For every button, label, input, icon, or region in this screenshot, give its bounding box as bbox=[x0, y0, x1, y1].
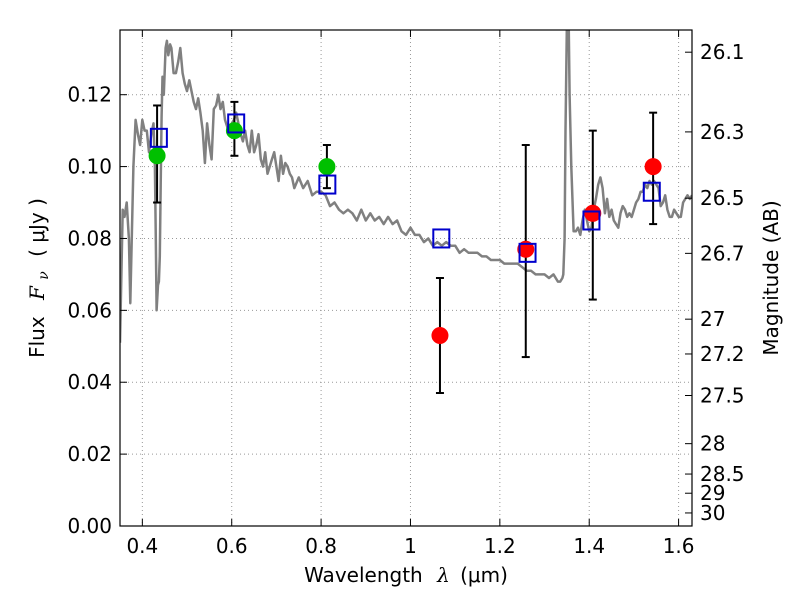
magnitude-tick-label: 26.7 bbox=[700, 241, 745, 265]
model-squares bbox=[149, 113, 661, 263]
y-tick-label: 0.00 bbox=[67, 514, 112, 538]
plot-background bbox=[120, 30, 692, 526]
y-tick-label: 0.08 bbox=[67, 226, 112, 250]
model-square bbox=[582, 210, 601, 231]
plot-frame bbox=[119, 29, 693, 527]
template-spectrum-line bbox=[120, 30, 692, 343]
x-tick-label: 0.4 bbox=[126, 534, 158, 558]
green-data-point bbox=[148, 147, 166, 165]
magnitude-tick-label: 30 bbox=[700, 501, 725, 525]
magnitude-tick-label: 26.1 bbox=[700, 40, 745, 64]
magnitude-tick-label: 29 bbox=[700, 481, 725, 505]
y-tick-label: 0.02 bbox=[67, 442, 112, 466]
y-tick-label: 0.10 bbox=[67, 155, 112, 179]
green-data-point bbox=[225, 122, 243, 140]
model-square bbox=[318, 174, 337, 195]
model-square bbox=[642, 181, 661, 202]
x-tick-label: 0.8 bbox=[305, 534, 337, 558]
model-square bbox=[227, 113, 246, 134]
model-square bbox=[518, 242, 537, 263]
x-tick-label: 0.6 bbox=[216, 534, 248, 558]
right-axis-label: Magnitude (AB) bbox=[759, 200, 783, 355]
magnitude-tick-label: 26.3 bbox=[700, 120, 745, 144]
y-axis-label: Flux F ν ( μJy ) bbox=[25, 198, 53, 358]
y-tick-label: 0.12 bbox=[67, 83, 112, 107]
magnitude-tick-label: 28 bbox=[700, 432, 725, 456]
x-axis-label: Wavelength λ (μm) bbox=[304, 563, 508, 587]
red-data-point bbox=[644, 158, 662, 176]
magnitude-tick-label: 27.2 bbox=[700, 342, 745, 366]
y-tick-label: 0.06 bbox=[67, 298, 112, 322]
y-axis-ticks: 0.00 0.02 0.04 0.06 0.08 0.10 0.12 bbox=[67, 83, 127, 538]
x-axis-ticks: 0.4 0.6 0.8 1 1.2 1.4 1.6 bbox=[126, 30, 695, 558]
x-tick-label: 1 bbox=[404, 534, 417, 558]
observed-points bbox=[148, 122, 662, 345]
model-square bbox=[432, 228, 451, 249]
x-tick-label: 1.2 bbox=[484, 534, 516, 558]
y-tick-label: 0.04 bbox=[67, 370, 112, 394]
template-spectrum bbox=[120, 30, 692, 343]
magnitude-tick-label: 26.5 bbox=[700, 186, 745, 210]
x-tick-label: 1.6 bbox=[663, 534, 695, 558]
magnitude-tick-label: 27 bbox=[700, 307, 725, 331]
model-square bbox=[149, 127, 168, 148]
green-data-point bbox=[318, 158, 336, 176]
red-data-point bbox=[431, 327, 449, 345]
red-data-point bbox=[584, 204, 602, 222]
magnitude-tick-label: 27.5 bbox=[700, 384, 745, 408]
red-data-point bbox=[517, 240, 535, 258]
x-tick-label: 1.4 bbox=[573, 534, 605, 558]
magnitude-tick-label: 28.5 bbox=[700, 462, 745, 486]
